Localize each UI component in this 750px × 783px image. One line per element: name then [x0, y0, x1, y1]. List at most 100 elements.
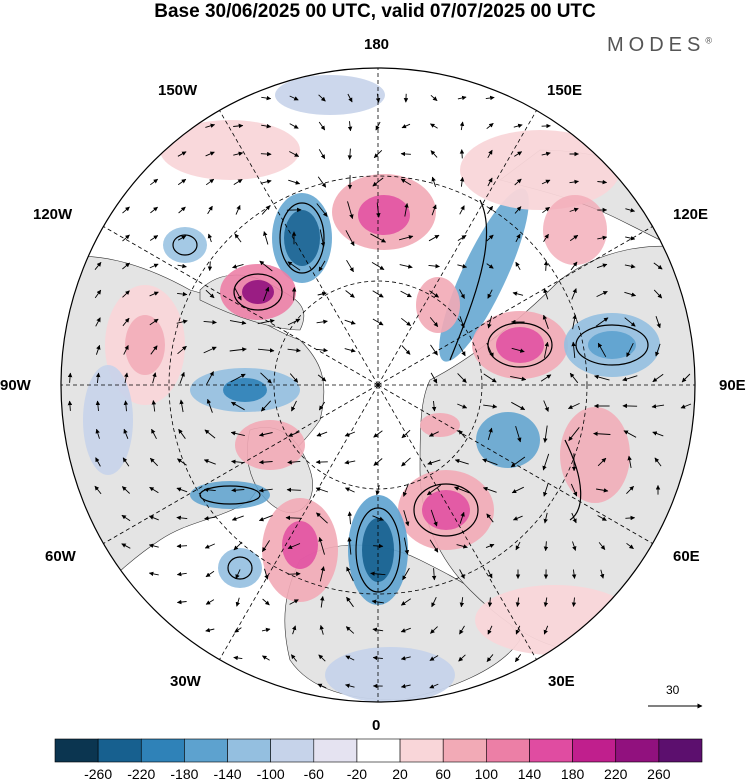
wind-vector: [230, 431, 245, 437]
anomaly-patch: [284, 210, 320, 266]
wind-vector: [235, 597, 241, 607]
lon-label-180: 180: [364, 36, 390, 53]
wind-vector: [319, 624, 324, 635]
wind-vector: [345, 290, 355, 298]
wind-vector: [542, 206, 550, 214]
wind-vector: [95, 372, 101, 384]
colorbar-tick-label: 180: [560, 766, 585, 782]
wind-vector: [543, 625, 549, 635]
wind-vector: [176, 571, 187, 577]
anomaly-patch: [475, 585, 635, 655]
wind-vector: [402, 483, 409, 497]
wind-vector: [95, 428, 100, 439]
colorbar-swatch: [140, 738, 185, 763]
anomaly-patch: [242, 280, 274, 304]
wind-vector: [229, 320, 247, 325]
wind-vector: [121, 514, 131, 522]
wind-vector: [204, 515, 216, 521]
wind-vector: [203, 487, 216, 493]
wind-vector: [459, 625, 465, 635]
anomaly-patch: [83, 365, 133, 475]
wind-vector: [515, 541, 521, 551]
wind-vector: [541, 179, 551, 185]
wind-vector: [596, 290, 608, 298]
wind-vector: [486, 263, 494, 269]
wind-vector: [429, 655, 439, 661]
wind-vector: [316, 203, 328, 217]
wind-vector: [515, 233, 521, 243]
lon-label-0: 0: [372, 717, 381, 734]
wind-vector: [543, 597, 549, 607]
wind-vector: [482, 458, 498, 466]
wind-vector: [624, 317, 636, 327]
wind-vector: [176, 543, 188, 549]
wind-vector: [152, 372, 157, 384]
wind-vector: [262, 540, 270, 552]
wind-vector: [258, 432, 273, 437]
wind-vector: [289, 599, 299, 605]
wind-vector: [123, 400, 129, 412]
wind-vector: [572, 314, 577, 330]
wind-vector: [148, 571, 159, 577]
wind-vector: [457, 373, 467, 383]
wind-vector: [318, 401, 326, 411]
wind-vector: [231, 515, 244, 521]
wind-vector: [430, 509, 438, 527]
wind-vector: [234, 233, 242, 243]
wind-vector: [344, 487, 355, 493]
wind-vector: [261, 123, 272, 129]
wind-vector: [258, 488, 273, 493]
wind-vector: [151, 428, 157, 440]
wind-vector: [543, 341, 549, 358]
wind-vector: [206, 398, 213, 413]
wind-vector: [176, 319, 188, 324]
wind-vector: [514, 151, 523, 157]
wind-vector: [570, 483, 578, 497]
colorbar-tick-label: -260: [84, 766, 113, 782]
wind-vector: [625, 208, 636, 213]
wind-vector: [123, 344, 129, 355]
colorbar-swatch: [54, 738, 99, 763]
contour-line: [449, 199, 488, 361]
wind-vector: [259, 260, 273, 272]
wind-vector: [540, 374, 552, 382]
wind-vector: [651, 404, 665, 409]
wind-vector: [203, 346, 217, 354]
colorbar-swatch: [442, 738, 487, 763]
wind-vector: [400, 290, 412, 298]
wind-vector: [261, 627, 271, 633]
wind-vector: [178, 206, 186, 214]
wind-vector: [429, 683, 439, 689]
wind-vector: [207, 205, 213, 215]
wind-vector: [597, 515, 607, 521]
anomaly-patch: [358, 195, 410, 235]
wind-vector: [454, 458, 469, 465]
wind-vector: [346, 596, 354, 608]
wind-vector: [487, 569, 493, 579]
wind-vector: [542, 453, 550, 471]
wind-vector: [287, 348, 301, 353]
wind-vector: [205, 289, 215, 299]
wind-vector: [681, 373, 691, 383]
wind-vector: [626, 343, 634, 358]
wind-vector: [261, 95, 272, 101]
wind-vector: [428, 234, 440, 242]
wind-vector: [655, 343, 661, 357]
wind-vector: [487, 597, 493, 608]
wind-vector: [430, 94, 438, 102]
wind-vector: [347, 93, 353, 103]
colorbar-tick-label: 20: [392, 766, 408, 782]
wind-vector: [345, 230, 355, 247]
wind-vector: [347, 536, 352, 555]
meridian-line: [377, 384, 653, 544]
anomaly-patch: [325, 647, 455, 702]
wind-vector: [317, 374, 327, 382]
wind-vector: [205, 570, 215, 578]
wind-vector: [570, 261, 578, 271]
wind-vector: [263, 231, 269, 245]
wind-vector: [289, 123, 299, 129]
anomaly-patch: [496, 327, 544, 363]
wind-vector: [403, 510, 410, 527]
wind-vector: [510, 456, 526, 468]
wind-vector: [457, 264, 468, 269]
